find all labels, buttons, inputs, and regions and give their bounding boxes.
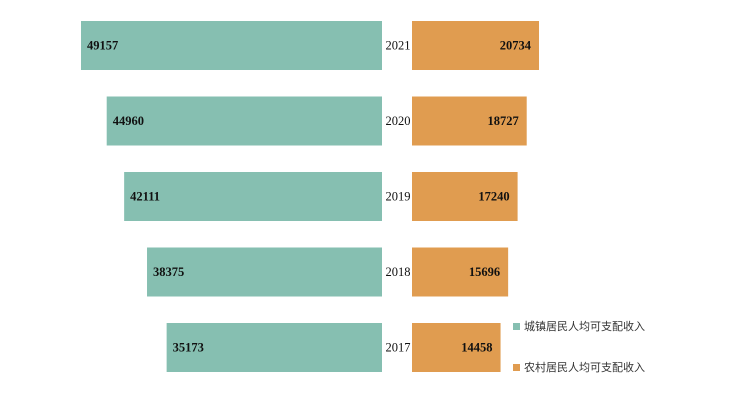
bar-urban-2017 [166,323,382,372]
legend-item-urban: 城镇居民人均可支配收入 [513,318,645,334]
bar-labels: 49157 2021 20734 44960 2020 18727 42111 2019 172… [87,39,532,355]
legend-swatch-urban [513,322,520,330]
bar-rural-2017 [412,323,501,372]
value-label-urban-2018: 38375 [153,265,184,279]
year-label-2020: 2020 [386,114,411,128]
rural-bars [412,21,539,372]
bar-urban-2021 [81,21,382,70]
value-label-rural-2017: 14458 [461,341,492,355]
value-label-rural-2019: 17240 [478,190,509,204]
value-label-rural-2021: 20734 [500,39,532,53]
legend: 城镇居民人均可支配收入 农村居民人均可支配收入 [513,318,645,375]
value-label-urban-2017: 35173 [173,341,204,355]
value-label-urban-2019: 42111 [130,190,160,204]
legend-item-rural: 农村居民人均可支配收入 [513,359,645,375]
bar-urban-2019 [124,172,382,221]
legend-label-rural: 农村居民人均可支配收入 [524,361,645,374]
value-label-rural-2018: 15696 [469,265,500,279]
bar-urban-2018 [147,247,382,297]
value-label-rural-2020: 18727 [487,114,518,128]
bar-rural-2018 [412,247,509,297]
year-label-2017: 2017 [386,341,411,355]
value-label-urban-2021: 49157 [87,39,118,53]
legend-swatch-rural [513,363,520,371]
year-label-2018: 2018 [386,265,411,279]
legend-label-urban: 城镇居民人均可支配收入 [524,320,645,333]
bar-rural-2021 [412,21,539,70]
urban-bars [81,21,383,372]
value-label-urban-2020: 44960 [113,114,144,128]
year-label-2021: 2021 [386,39,411,53]
bar-rural-2019 [412,172,518,221]
bar-rural-2020 [412,96,527,146]
bar-urban-2020 [106,96,383,146]
year-label-2019: 2019 [386,190,411,204]
